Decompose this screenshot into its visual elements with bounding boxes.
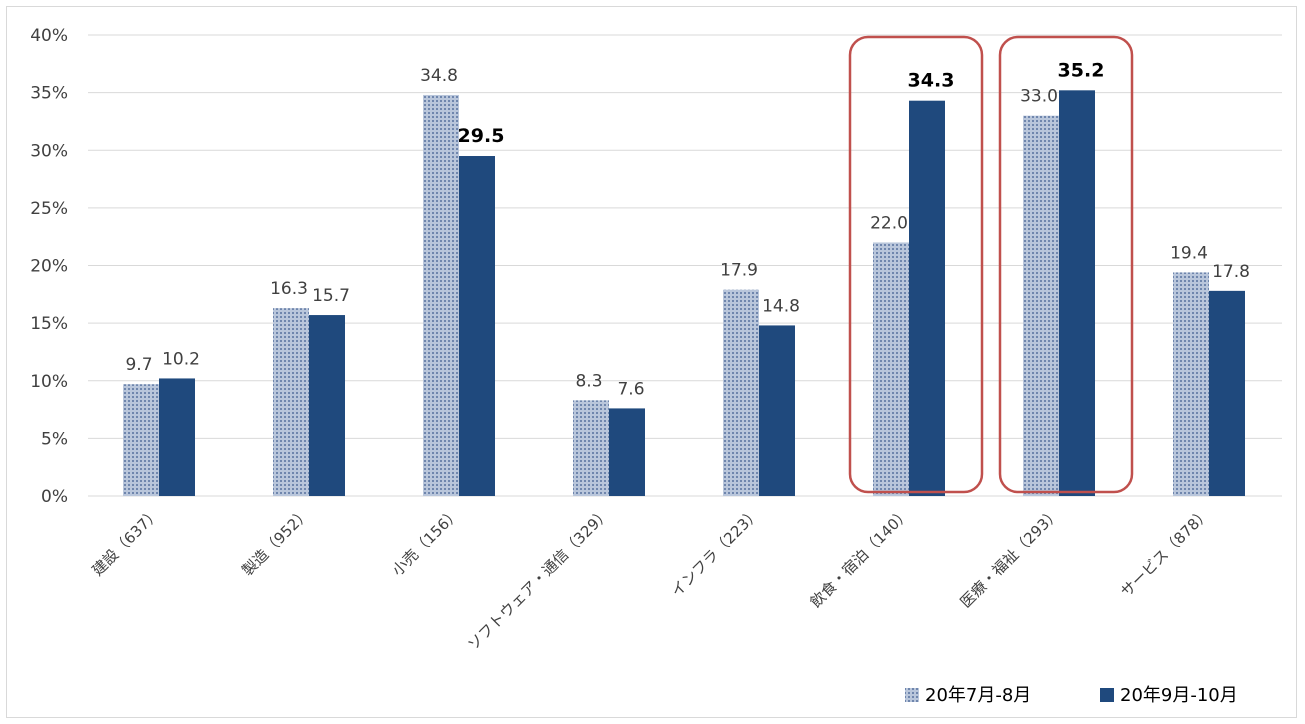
highlight-box bbox=[998, 35, 1134, 494]
y-tick-label: 15% bbox=[30, 314, 68, 334]
data-label-series-1: 34.8 bbox=[420, 66, 458, 86]
legend-label-series-2: 20年9月-10月 bbox=[1120, 685, 1238, 706]
x-axis-categories: 建設（637） 製造（952） 小売（156） ソフトウェア・通信（329） インフラ（… bbox=[88, 504, 1213, 654]
data-label-series-1: 33.0 bbox=[1020, 87, 1058, 107]
y-tick-label: 35% bbox=[30, 84, 68, 104]
category-label: インフラ（223） bbox=[668, 504, 764, 600]
y-tick-label: 20% bbox=[30, 257, 68, 277]
data-label-series-2: 14.8 bbox=[762, 296, 800, 316]
legend: 20年7月-8月 20年9月-10月 bbox=[905, 685, 1238, 706]
y-tick-label: 5% bbox=[41, 429, 68, 449]
category-label: 小売（156） bbox=[388, 504, 463, 579]
data-label-series-2: 17.8 bbox=[1212, 262, 1250, 282]
data-label-series-2: 29.5 bbox=[458, 125, 505, 147]
bar-series-1 bbox=[273, 308, 309, 496]
legend-swatch-series-1 bbox=[905, 688, 919, 702]
bar-series-2 bbox=[309, 315, 345, 496]
bar-series-1 bbox=[723, 289, 759, 496]
category-label: ソフトウェア・通信（329） bbox=[464, 504, 614, 654]
bar-series-1 bbox=[423, 94, 459, 497]
bar-series-1 bbox=[1173, 272, 1209, 496]
bar-series-2 bbox=[609, 408, 645, 496]
data-label-series-1: 17.9 bbox=[720, 261, 758, 281]
category-label: 飲食・宿泊（140） bbox=[807, 504, 914, 611]
data-label-series-2: 7.6 bbox=[617, 379, 644, 399]
data-labels: 9.7 10.2 16.3 15.7 34.8 29.5 8.3 7.6 17.914.8 22.… bbox=[125, 59, 1249, 399]
bar-series-2 bbox=[759, 325, 795, 496]
bar-series-2 bbox=[909, 100, 945, 496]
data-label-series-1: 19.4 bbox=[1170, 243, 1208, 263]
y-tick-label: 40% bbox=[30, 26, 68, 46]
data-label-series-1: 16.3 bbox=[270, 279, 308, 299]
gridlines bbox=[88, 34, 1282, 497]
category-label: 製造（952） bbox=[238, 504, 313, 579]
bar-series-2 bbox=[159, 378, 195, 496]
highlight-box bbox=[848, 35, 984, 494]
highlight-boxes bbox=[848, 35, 1134, 494]
category-label: 医療・福祉（293） bbox=[957, 504, 1064, 611]
bar-series-1 bbox=[1023, 115, 1059, 497]
y-tick-label: 0% bbox=[41, 487, 68, 507]
legend-swatch-series-2 bbox=[1100, 688, 1114, 702]
data-label-series-2: 35.2 bbox=[1058, 59, 1105, 81]
bar-series-2 bbox=[459, 156, 495, 496]
bar-series-2 bbox=[1059, 90, 1095, 496]
bars bbox=[123, 90, 1245, 497]
y-tick-label: 30% bbox=[30, 141, 68, 161]
data-label-series-2: 15.7 bbox=[312, 286, 350, 306]
bar-series-1 bbox=[573, 400, 609, 496]
y-tick-label: 10% bbox=[30, 372, 68, 392]
bar-series-2 bbox=[1209, 290, 1245, 496]
category-label: 建設（637） bbox=[88, 504, 163, 579]
data-label-series-2: 10.2 bbox=[162, 349, 200, 369]
data-label-series-2: 34.3 bbox=[908, 70, 955, 92]
legend-label-series-1: 20年7月-8月 bbox=[925, 685, 1031, 706]
y-axis-ticks: 0% 5% 10% 15% 20% 25% 30% 35% 40% bbox=[30, 26, 68, 507]
data-label-series-1: 8.3 bbox=[575, 371, 602, 391]
data-label-series-1: 22.0 bbox=[870, 213, 908, 233]
category-label: サービス（878） bbox=[1117, 504, 1214, 601]
data-label-series-1: 9.7 bbox=[125, 355, 152, 375]
bar-series-1 bbox=[123, 384, 159, 496]
y-tick-label: 25% bbox=[30, 199, 68, 219]
bar-series-1 bbox=[873, 242, 909, 496]
